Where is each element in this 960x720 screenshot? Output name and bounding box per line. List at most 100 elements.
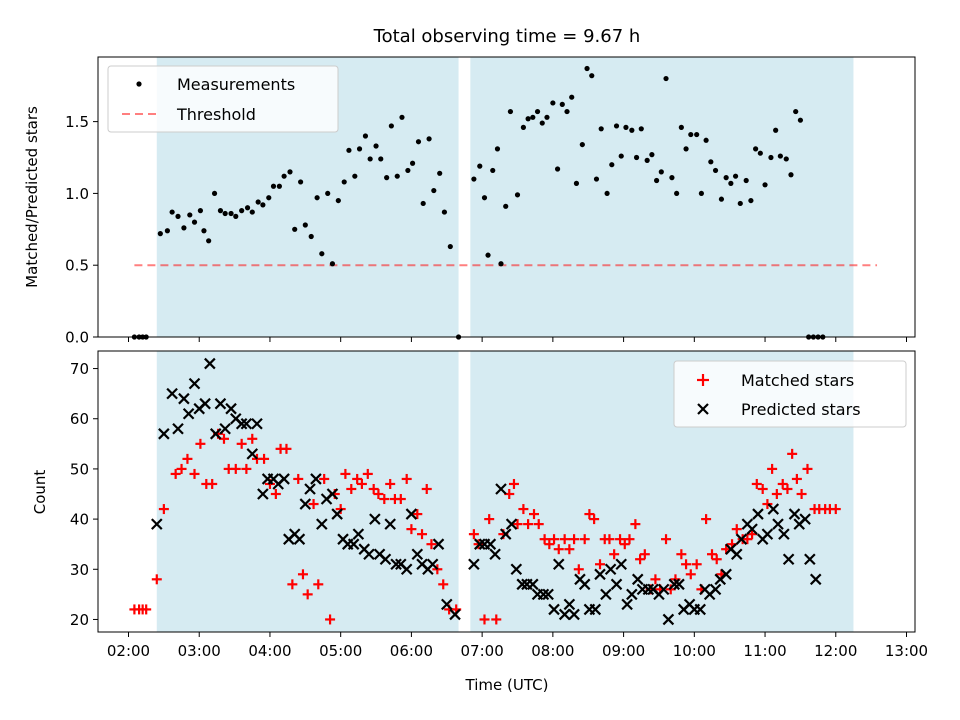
predicted-point: [604, 563, 617, 576]
x-tick-label: 10:00: [673, 642, 716, 660]
matched-point: [379, 494, 390, 505]
measurement-point: [329, 261, 336, 267]
y-tick-label: 30: [70, 561, 89, 579]
measurement-point: [302, 222, 308, 228]
matched-point: [176, 463, 187, 474]
measurement-point: [579, 141, 585, 148]
predicted-point: [331, 508, 343, 520]
x-tick-label: 13:00: [885, 642, 928, 660]
predicted-point: [352, 528, 365, 540]
matched-point: [635, 554, 646, 565]
measurement-point: [698, 190, 704, 197]
legend-measurements-label: Measurements: [177, 75, 295, 94]
matched-point: [830, 504, 841, 515]
measurement-point: [797, 117, 804, 123]
predicted-point: [735, 533, 748, 545]
measurement-point: [352, 173, 358, 179]
matched-point: [518, 504, 529, 515]
measurement-point: [554, 166, 561, 172]
x-tick-label: 03:00: [178, 642, 221, 660]
matched-point: [362, 468, 373, 479]
predicted-point: [767, 503, 780, 515]
measurement-point: [728, 180, 734, 186]
predicted-point: [510, 563, 523, 576]
measurement-point: [175, 213, 181, 219]
measurement-point: [292, 226, 298, 232]
measurement-point: [559, 101, 565, 107]
predicted-point: [468, 558, 480, 571]
measurement-point: [490, 167, 496, 174]
measurement-point: [618, 153, 624, 159]
y-tick-label: 70: [70, 360, 89, 378]
measurement-point: [346, 147, 352, 153]
measurement-point: [613, 123, 620, 129]
matched-point: [584, 509, 595, 520]
matched-point: [308, 499, 319, 510]
predicted-point: [158, 428, 170, 440]
predicted-point: [347, 538, 360, 550]
measurement-point: [191, 219, 198, 225]
predicted-point: [657, 583, 670, 596]
measurement-point: [723, 175, 729, 181]
measurement-point: [658, 169, 664, 175]
matched-point: [676, 549, 687, 560]
x-axis-label: Time (UTC): [465, 676, 549, 694]
matched-point: [782, 483, 793, 494]
measurement-point: [708, 159, 714, 165]
predicted-point: [214, 397, 227, 410]
predicted-point: [235, 417, 248, 430]
matched-point: [259, 453, 270, 464]
measurement-point: [525, 116, 531, 122]
matched-point: [512, 519, 523, 530]
measurement-point: [409, 160, 416, 166]
matched-point: [319, 473, 330, 484]
measurement-point: [187, 212, 193, 218]
matched-point: [771, 489, 782, 500]
matched-point: [685, 569, 696, 580]
predicted-point: [440, 598, 453, 611]
bottom-y-ticks: 20 30 40 50 60 70: [70, 360, 98, 629]
bottom-plot-frame: [97, 350, 916, 633]
matched-point: [691, 559, 702, 570]
measurement-point: [753, 146, 759, 152]
matched-point: [661, 534, 672, 545]
measurement-point: [663, 75, 669, 82]
predicted-point: [293, 533, 306, 545]
matched-point: [701, 514, 712, 525]
matched-point: [491, 614, 502, 625]
measurement-point: [420, 200, 426, 207]
predicted-point: [720, 568, 732, 581]
predicted-point: [615, 558, 628, 571]
matched-point: [707, 549, 717, 560]
matched-point: [395, 494, 406, 505]
predicted-point: [527, 578, 539, 591]
predicted-point: [219, 422, 231, 435]
bottom-legend: Matched stars Predicted stars: [673, 360, 907, 428]
predicted-point: [563, 598, 576, 611]
matched-point: [791, 473, 802, 484]
matched-point: [639, 549, 650, 560]
predicted-point: [172, 422, 184, 435]
y-tick-label: 50: [70, 460, 89, 478]
predicted-point: [782, 553, 795, 566]
matched-point: [777, 478, 788, 489]
measurement-point: [589, 73, 595, 79]
measurement-point: [384, 175, 390, 181]
predicted-point: [151, 518, 163, 530]
measurement-point: [638, 126, 644, 132]
matched-point: [373, 489, 384, 500]
measurement-point: [244, 205, 251, 211]
measurement-point: [441, 209, 448, 215]
legend-matched-marker: [697, 374, 709, 386]
matched-point: [230, 463, 241, 474]
matched-point: [356, 478, 367, 489]
predicted-point: [610, 578, 623, 591]
measurement-point: [325, 190, 331, 197]
predicted-point: [799, 513, 811, 525]
matched-point: [624, 534, 635, 545]
measurement-point: [718, 196, 725, 202]
matched-point: [747, 529, 758, 540]
matched-point: [681, 559, 692, 570]
predicted-point: [778, 528, 790, 540]
measurement-point: [164, 228, 170, 234]
